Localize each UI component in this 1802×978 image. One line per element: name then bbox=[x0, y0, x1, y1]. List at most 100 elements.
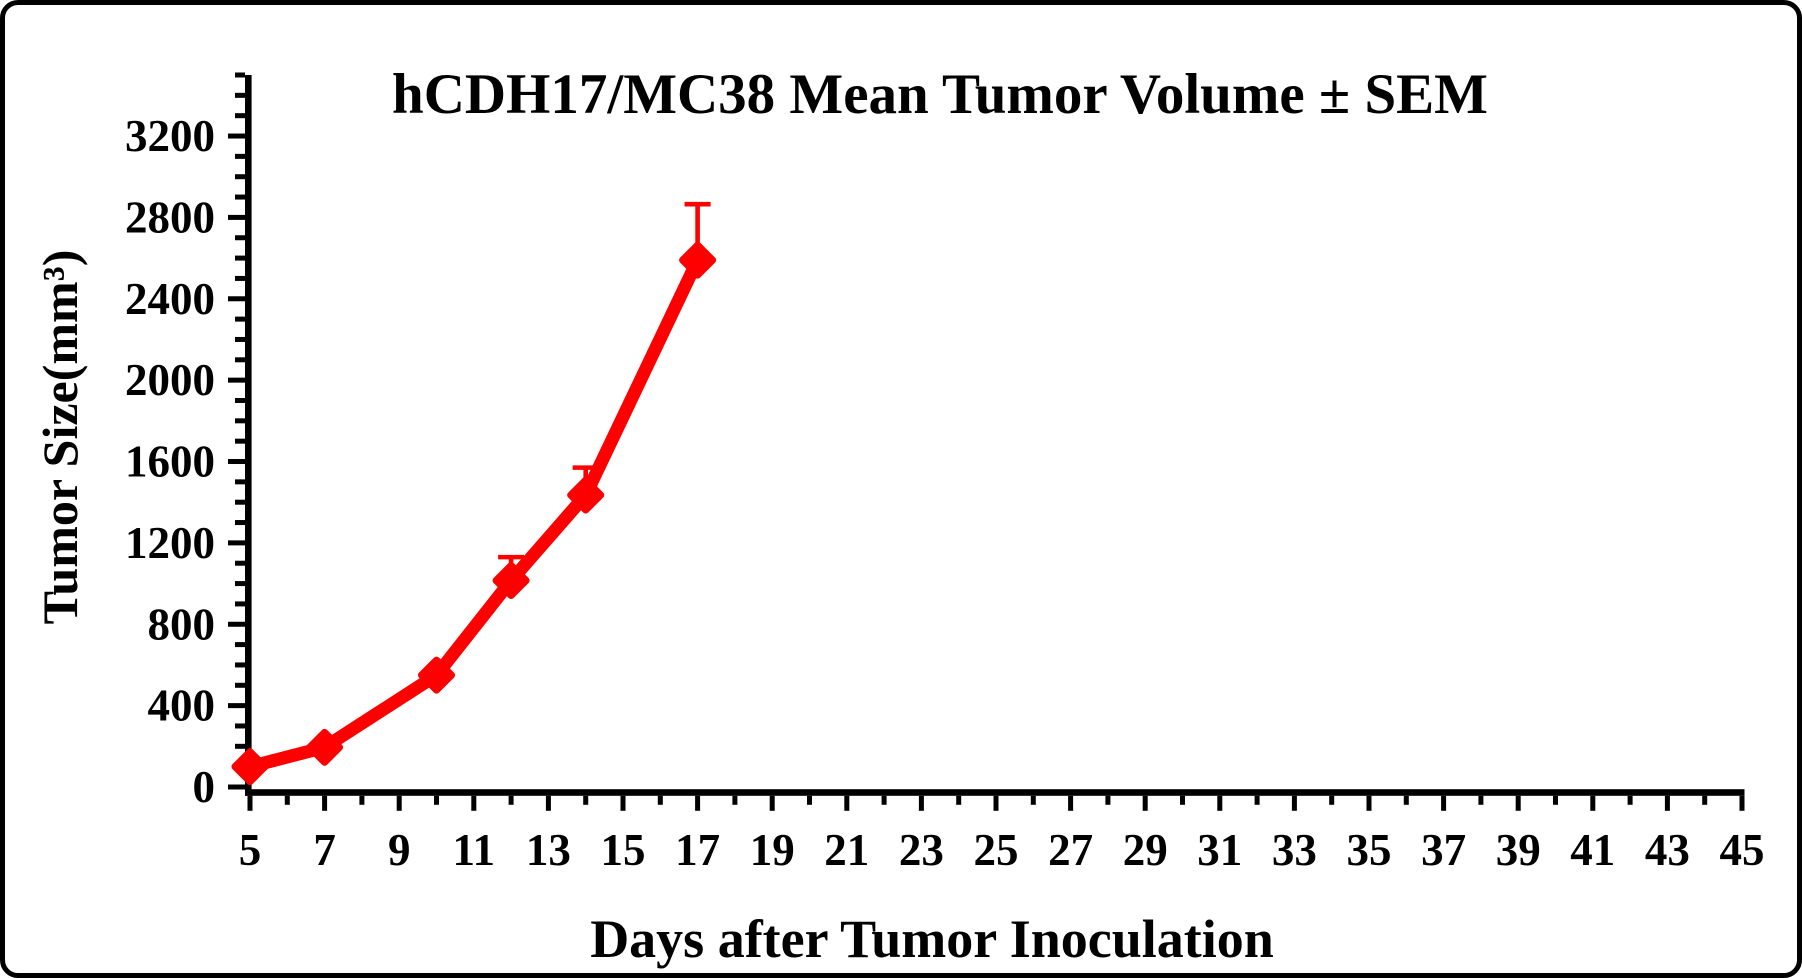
y-minor-tick bbox=[235, 723, 245, 729]
x-tick-label: 45 bbox=[1720, 825, 1765, 875]
diamond-marker bbox=[492, 562, 530, 600]
diamond-marker bbox=[679, 241, 717, 279]
x-minor-tick bbox=[583, 795, 589, 805]
y-minor-tick bbox=[235, 174, 245, 180]
y-minor-tick bbox=[235, 438, 245, 444]
chart-title: hCDH17/MC38 Mean Tumor Volume ± SEM bbox=[392, 63, 1488, 126]
y-minor-tick bbox=[235, 194, 245, 200]
y-axis-title: Tumor Size(mm³) bbox=[32, 250, 88, 625]
x-major-tick bbox=[1142, 795, 1148, 811]
y-tick-label: 0 bbox=[193, 762, 216, 812]
x-minor-tick bbox=[1105, 795, 1111, 805]
y-minor-tick bbox=[235, 397, 245, 403]
x-minor-tick bbox=[1030, 795, 1036, 805]
x-minor-tick bbox=[807, 795, 812, 805]
x-minor-tick bbox=[359, 795, 365, 805]
y-minor-tick bbox=[235, 336, 245, 342]
x-tick-label: 25 bbox=[974, 825, 1019, 875]
x-tick-label: 43 bbox=[1645, 825, 1690, 875]
y-major-tick bbox=[228, 459, 245, 465]
x-minor-tick bbox=[1329, 795, 1335, 805]
x-major-tick bbox=[844, 795, 850, 811]
y-minor-tick bbox=[235, 92, 245, 98]
x-major-tick bbox=[695, 795, 701, 811]
x-minor-tick bbox=[881, 795, 887, 805]
y-minor-tick bbox=[235, 581, 245, 587]
x-minor-tick bbox=[1702, 795, 1708, 805]
diamond-marker bbox=[418, 656, 455, 694]
y-minor-tick bbox=[235, 113, 245, 119]
x-minor-tick bbox=[508, 795, 514, 805]
x-major-tick bbox=[620, 795, 626, 811]
y-major-tick bbox=[228, 214, 245, 220]
x-major-tick bbox=[1291, 795, 1297, 811]
y-major-tick bbox=[228, 540, 245, 546]
x-tick-label: 37 bbox=[1421, 825, 1466, 875]
x-tick-label: 13 bbox=[526, 825, 571, 875]
x-major-tick bbox=[247, 795, 253, 811]
diamond-marker bbox=[567, 476, 605, 514]
y-minor-tick bbox=[235, 153, 245, 159]
x-major-tick bbox=[396, 795, 402, 811]
y-minor-tick bbox=[235, 499, 245, 505]
x-tick-label: 15 bbox=[601, 825, 646, 875]
y-tick-label: 2000 bbox=[125, 355, 215, 405]
x-minor-tick bbox=[657, 795, 663, 805]
series-hcdh17-mc38 bbox=[231, 201, 717, 786]
diamond-marker bbox=[231, 748, 269, 786]
y-minor-tick bbox=[235, 235, 245, 241]
x-minor-tick bbox=[1478, 795, 1484, 805]
y-minor-tick bbox=[235, 743, 245, 749]
y-minor-tick bbox=[235, 357, 245, 363]
x-tick-label: 9 bbox=[388, 825, 411, 875]
x-minor-tick bbox=[1403, 795, 1409, 805]
x-minor-tick bbox=[1180, 795, 1185, 805]
x-tick-label: 35 bbox=[1347, 825, 1392, 875]
y-major-tick bbox=[228, 377, 245, 383]
x-major-tick bbox=[1590, 795, 1596, 811]
y-minor-tick bbox=[235, 560, 245, 566]
x-major-tick bbox=[471, 795, 477, 811]
y-tick-label: 2800 bbox=[125, 192, 215, 242]
x-major-tick bbox=[1664, 795, 1670, 811]
x-tick-label: 39 bbox=[1496, 825, 1541, 875]
y-major-tick bbox=[228, 784, 245, 790]
y-minor-tick bbox=[235, 479, 245, 485]
x-tick-label: 21 bbox=[824, 825, 869, 875]
axes: 0 400 800 1200 1600 2000 2400 2800 3200 5 7 9 11 13 15… bbox=[125, 72, 1765, 875]
series-line bbox=[243, 253, 705, 774]
y-tick-label: 800 bbox=[148, 599, 216, 649]
y-tick-label: 400 bbox=[148, 681, 216, 731]
x-major-tick bbox=[1515, 795, 1521, 811]
y-tick-label: 1600 bbox=[125, 437, 215, 487]
y-major-tick bbox=[228, 296, 245, 302]
y-minor-tick bbox=[235, 255, 245, 261]
y-tick-label: 2400 bbox=[125, 274, 215, 324]
diamond-marker bbox=[306, 728, 344, 766]
x-major-tick bbox=[769, 795, 775, 811]
y-major-tick bbox=[228, 133, 245, 139]
y-minor-tick bbox=[235, 316, 245, 322]
x-tick-label: 17 bbox=[675, 825, 720, 875]
x-major-tick bbox=[1366, 795, 1372, 811]
x-major-tick bbox=[993, 795, 999, 811]
x-major-tick bbox=[1217, 795, 1223, 811]
y-axis-line bbox=[245, 75, 252, 796]
x-major-tick bbox=[1739, 795, 1745, 811]
x-tick-label: 5 bbox=[239, 825, 262, 875]
y-minor-tick bbox=[235, 601, 245, 607]
x-minor-tick bbox=[1553, 795, 1558, 805]
x-major-tick bbox=[1068, 795, 1074, 811]
y-major-tick bbox=[228, 621, 245, 627]
x-major-tick bbox=[1441, 795, 1447, 811]
x-tick-label: 19 bbox=[750, 825, 795, 875]
x-minor-tick bbox=[1254, 795, 1260, 805]
x-major-tick bbox=[918, 795, 924, 811]
x-tick-label: 23 bbox=[899, 825, 944, 875]
x-tick-label: 31 bbox=[1197, 825, 1242, 875]
x-major-tick bbox=[545, 795, 551, 811]
x-minor-tick bbox=[284, 795, 290, 805]
y-minor-tick bbox=[235, 662, 245, 668]
y-major-tick bbox=[228, 703, 245, 709]
